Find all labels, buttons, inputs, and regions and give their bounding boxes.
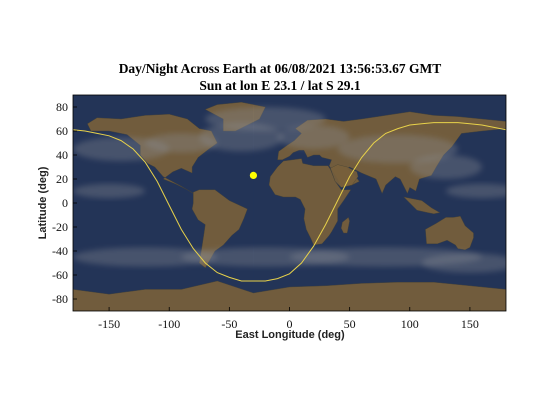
x-tick-label: -50 (221, 317, 237, 331)
chart-subtitle: Sun at lon E 23.1 / lat S 29.1 (199, 78, 361, 93)
x-tick-label: -150 (98, 317, 120, 331)
night-region-south (73, 122, 506, 311)
night-region-west (73, 95, 254, 281)
y-tick-label: 80 (56, 100, 68, 114)
x-tick-label: 50 (344, 317, 356, 331)
y-tick-label: -20 (52, 220, 68, 234)
night-region-east (253, 95, 506, 281)
x-tick-label: 150 (461, 317, 479, 331)
y-tick-label: 60 (56, 124, 68, 138)
y-tick-label: -80 (52, 292, 68, 306)
y-tick-label: -60 (52, 268, 68, 282)
chart-title: Day/Night Across Earth at 06/08/2021 13:… (118, 61, 442, 76)
terminator-line (73, 122, 506, 282)
x-tick-label: 100 (401, 317, 419, 331)
axes: -150 -100 -50 0 50 100 150 80 60 40 20 0 -20 -40 -60 -8… (52, 100, 479, 331)
y-tick-label: 20 (56, 172, 68, 186)
x-axis-label: East Longitude (deg) (235, 329, 345, 341)
x-tick-label: -100 (158, 317, 180, 331)
x-tick-label: 0 (287, 317, 293, 331)
y-axis-label: Latitude (deg) (37, 166, 49, 239)
earth-map (73, 95, 506, 311)
y-tick-label: 40 (56, 148, 68, 162)
subsolar-point-marker (249, 171, 258, 179)
y-tick-label: -40 (52, 244, 68, 258)
y-tick-label: 0 (62, 196, 68, 210)
